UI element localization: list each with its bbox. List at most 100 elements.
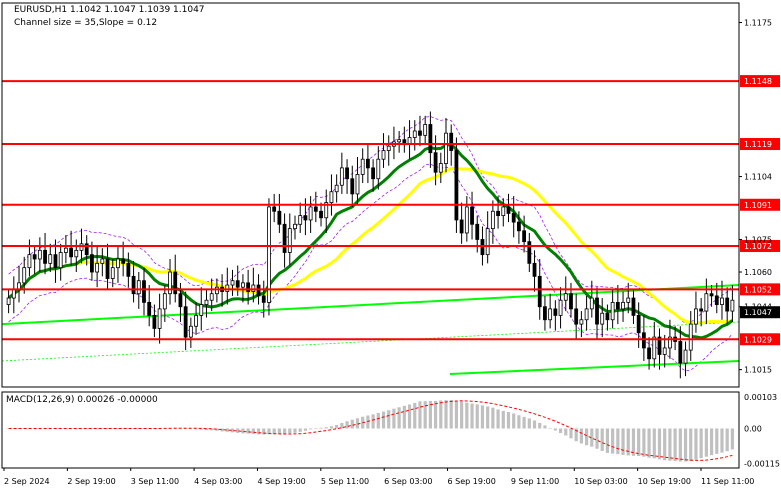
macd-hist-bar (543, 425, 547, 429)
candle-body (720, 297, 724, 305)
macd-hist-bar (621, 428, 625, 455)
price-axis-label: 1.1175 (744, 19, 772, 28)
macd-hist-bar (189, 428, 193, 430)
level-tag-bg (740, 75, 780, 88)
candle-body (360, 158, 365, 175)
level-price-tag: 1.1148 (740, 75, 780, 88)
candle-body (428, 124, 433, 154)
candle-body (204, 299, 209, 305)
macd-hist-bar (668, 428, 672, 461)
time-axis-label: 5 Sep 11:00 (321, 477, 369, 486)
macd-hist-bar (282, 428, 287, 434)
macd-hist-bar (574, 428, 578, 442)
candle-body (334, 184, 339, 193)
candle-body (235, 280, 240, 288)
macd-hist-bar (371, 414, 375, 429)
level-tag-label: 1.1091 (744, 201, 772, 210)
candle-body (668, 336, 672, 349)
time-axis-label: 2 Sep 2024 (4, 477, 50, 486)
macd-hist-bar (340, 422, 344, 429)
candle-body (194, 315, 198, 327)
macd-hist-bar (595, 428, 599, 449)
channel-header: Channel size = 35,Slope = 0.12 (14, 18, 157, 28)
level-tag-label: 1.1148 (744, 77, 772, 86)
candle-body (371, 167, 376, 180)
candle-body (464, 206, 469, 234)
price-axis-label: 1.1060 (744, 268, 772, 277)
macd-hist-bar (131, 428, 136, 430)
candle-body (6, 297, 11, 305)
candle-body (43, 249, 47, 264)
candle-body (100, 258, 105, 264)
candle-body (438, 163, 443, 173)
candle-body (303, 215, 308, 221)
macd-hist-bar (121, 428, 125, 430)
candle-body (683, 349, 688, 364)
candle-body (730, 299, 735, 312)
macd-hist-bar (709, 428, 714, 456)
candle-body (110, 267, 115, 279)
time-axis-label: 3 Sep 11:00 (131, 477, 179, 486)
macd-hist-bar (407, 404, 412, 429)
macd-hist-bar (111, 428, 115, 430)
candle-body (527, 241, 532, 264)
macd-hist-bar (642, 428, 646, 457)
macd-hist-bar (480, 405, 485, 429)
macd-hist-bar (335, 425, 339, 429)
candle-body (355, 173, 360, 195)
level-tag-bg (740, 239, 780, 252)
macd-hist-bar (657, 428, 662, 460)
macd-hist-bar (376, 412, 380, 429)
candle-body (725, 297, 730, 312)
macd-hist-bar (631, 428, 636, 456)
level-price-tag: 1.1091 (740, 198, 780, 211)
macd-hist-bar (85, 428, 89, 430)
macd-hist-bar (418, 401, 422, 429)
candle-body (626, 297, 631, 303)
candle-body (53, 254, 58, 269)
candle-body (116, 258, 120, 269)
macd-hist-bar (256, 428, 261, 435)
macd-hist-bar (392, 408, 396, 429)
macd-hist-bar (475, 404, 479, 429)
candle-body (511, 213, 516, 223)
time-axis-label: 10 Sep 19:00 (638, 477, 691, 486)
candle-body (418, 130, 422, 136)
macd-hist-bar (423, 401, 427, 429)
candle-body (699, 308, 704, 312)
macd-hist-bar (387, 410, 391, 429)
candle-body (647, 347, 651, 360)
candle-body (381, 150, 386, 160)
candle-body (11, 288, 16, 299)
current-price-bg (740, 306, 780, 319)
candle-body (313, 206, 318, 212)
macd-hist-bar (397, 407, 401, 429)
candle-body (246, 282, 251, 292)
macd-hist-bar (267, 428, 271, 435)
candle-body (199, 304, 204, 316)
macd-hist-bar (246, 428, 250, 434)
macd-hist-bar (428, 401, 432, 429)
candle-body (37, 249, 42, 260)
candle-body (709, 293, 714, 297)
macd-hist-bar (272, 428, 276, 435)
candle-body (688, 323, 693, 351)
macd-hist-bar (579, 428, 583, 444)
macd-hist-bar (720, 428, 724, 453)
macd-hist-bar (314, 428, 318, 429)
candle-body (454, 150, 459, 221)
macd-hist-bar (293, 428, 297, 433)
candle-body (386, 145, 391, 151)
macd-hist-bar (616, 428, 620, 455)
level-tag-label: 1.1072 (744, 242, 772, 251)
candle-body (496, 210, 500, 217)
macd-hist-bar (590, 428, 594, 447)
macd-hist-bar (204, 428, 209, 431)
macd-hist-bar (303, 428, 308, 431)
macd-hist-bar (689, 428, 693, 461)
macd-header: MACD(12,26,9) 0.00026 -0.00000 (6, 395, 158, 405)
candle-body (517, 221, 521, 232)
